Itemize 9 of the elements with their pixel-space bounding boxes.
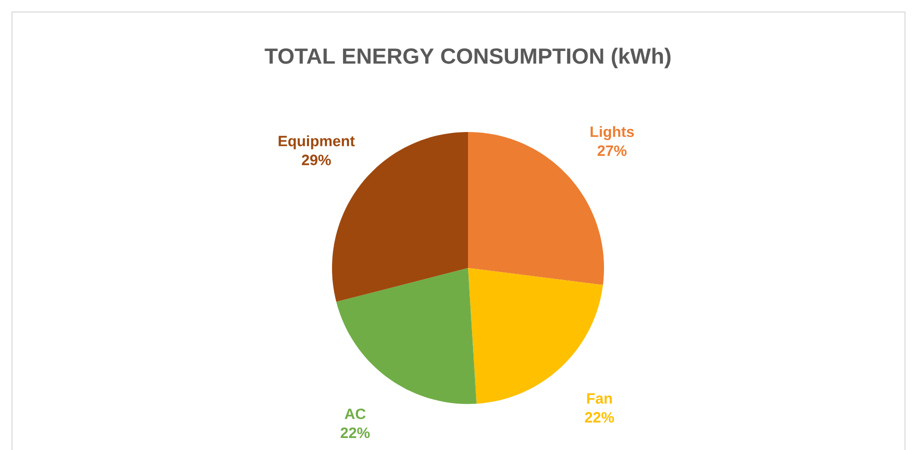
data-label: 27% bbox=[598, 145, 627, 156]
slice-label: Lights bbox=[590, 126, 634, 140]
data-label: 22% bbox=[585, 412, 614, 423]
data-label: 22% bbox=[340, 428, 370, 438]
slice-label: Fan bbox=[587, 393, 612, 404]
slice-label: Equipment bbox=[278, 135, 355, 150]
chart-title: TOTAL ENERGY CONSUMPTION (kWh) bbox=[264, 48, 670, 68]
data-label: 29% bbox=[302, 154, 331, 166]
slice-label: AC bbox=[344, 408, 366, 420]
